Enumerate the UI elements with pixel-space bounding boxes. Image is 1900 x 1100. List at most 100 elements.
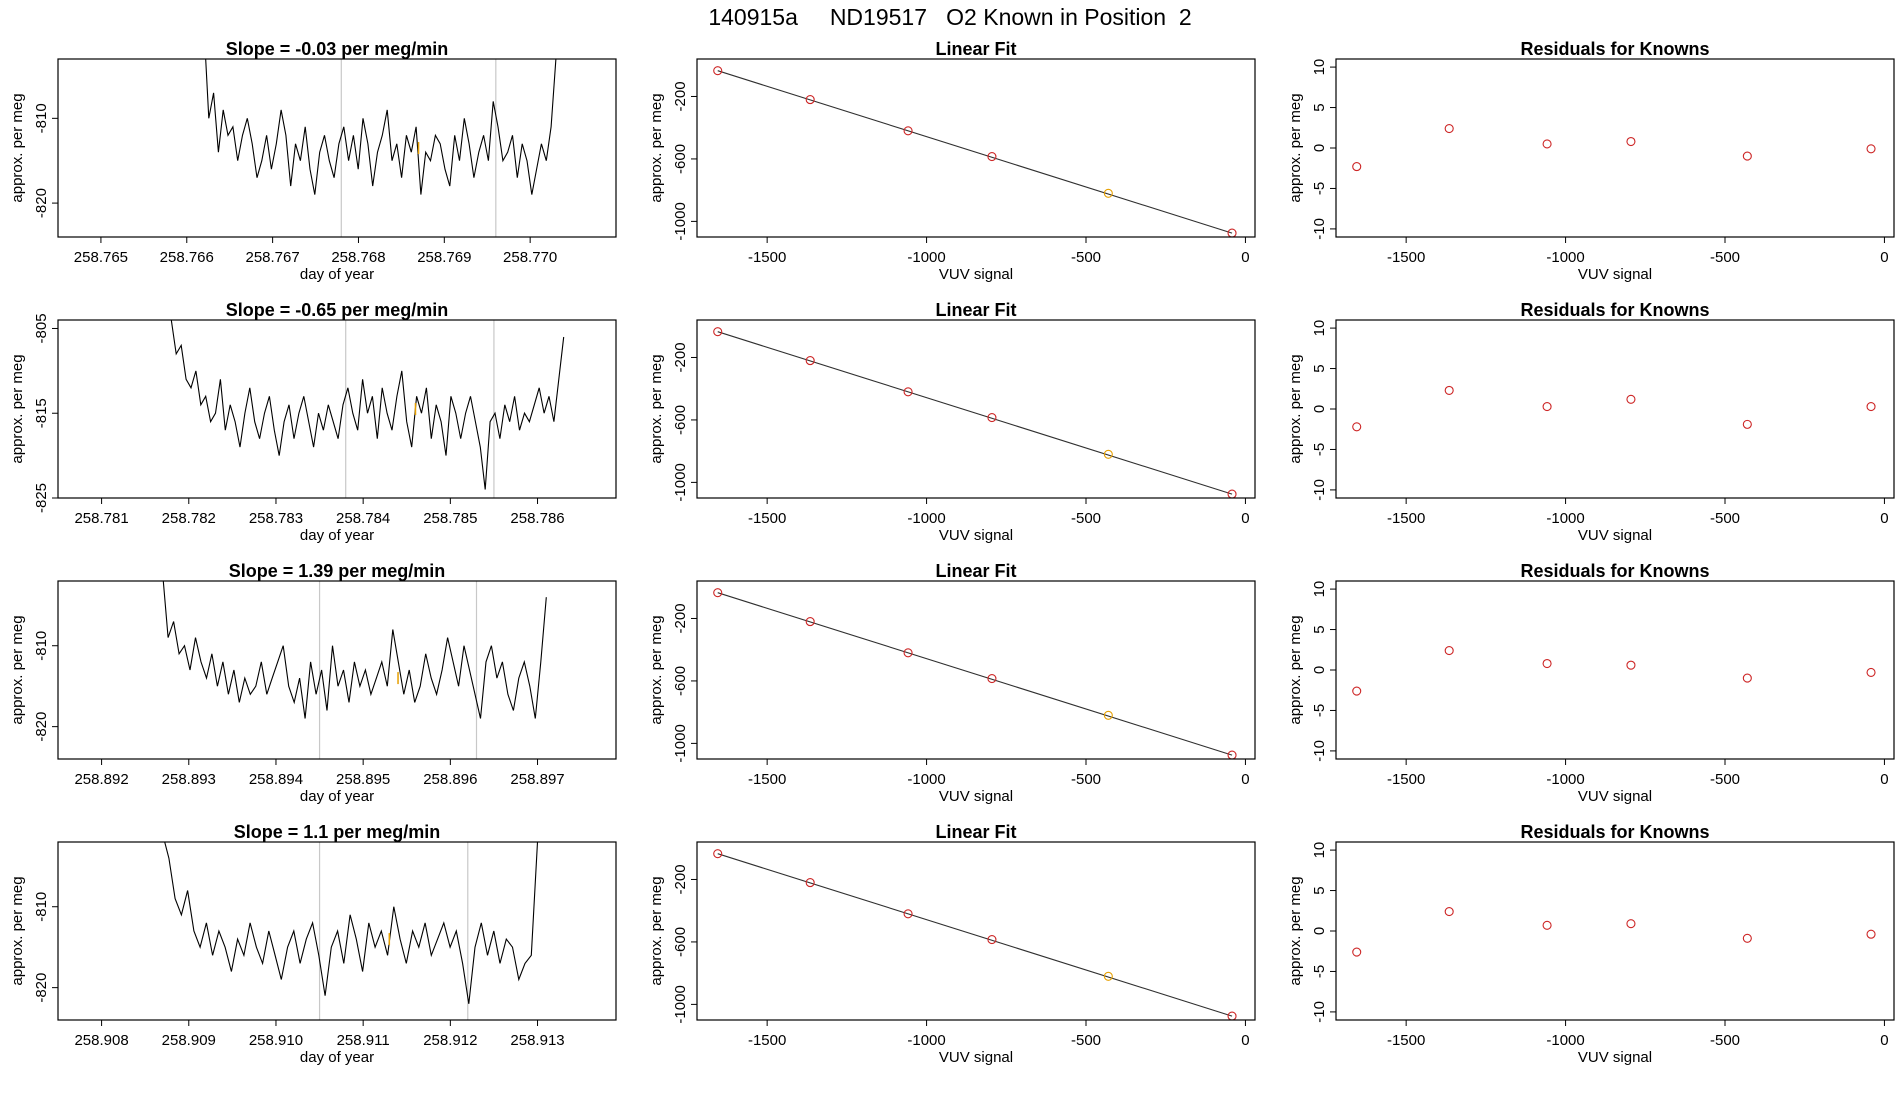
y-tick-label: -1000 (672, 724, 689, 762)
x-tick-label: 258.781 (74, 510, 128, 527)
x-tick-label: -1000 (1546, 771, 1584, 788)
x-tick-label: 258.770 (503, 249, 557, 266)
data-point (1866, 402, 1876, 412)
data-point (805, 878, 815, 888)
plot-area (1352, 646, 1876, 696)
y-tick-label: -200 (672, 603, 689, 633)
x-tick-label: -500 (1071, 510, 1101, 527)
x-tick-label: 258.893 (162, 771, 216, 788)
y-tick-label: -820 (33, 973, 50, 1003)
data-point (713, 588, 723, 598)
plot-frame (57, 841, 617, 1021)
panel-title: Residuals for Knowns (1520, 39, 1709, 59)
data-point (1352, 162, 1362, 172)
x-axis-label: day of year (300, 1049, 374, 1066)
x-tick-label: -1500 (748, 771, 786, 788)
plot-area (162, 581, 547, 759)
x-tick-label: -500 (1071, 771, 1101, 788)
x-tick-label: 0 (1880, 1032, 1888, 1049)
x-tick-label: -500 (1071, 1032, 1101, 1049)
fit-line (717, 70, 1233, 234)
data-point (1742, 419, 1752, 429)
plot-frame (1335, 58, 1895, 238)
x-tick-label: 258.894 (249, 771, 303, 788)
x-tick-label: 258.765 (74, 249, 128, 266)
data-point (1866, 929, 1876, 939)
y-tick-label: -600 (672, 405, 689, 435)
x-tick-label: -500 (1710, 1032, 1740, 1049)
panel-r2-c3: Residuals for Knowns -1500 -1000 -500 0 VUV s… (1287, 300, 1895, 544)
x-tick-label: -1000 (907, 1032, 945, 1049)
panel-title: Linear Fit (935, 822, 1016, 842)
x-tick-label: 258.909 (162, 1032, 216, 1049)
x-tick-label: -1500 (748, 1032, 786, 1049)
panel-title: Linear Fit (935, 561, 1016, 581)
data-point (987, 152, 997, 162)
x-tick-label: -1500 (1387, 510, 1425, 527)
y-tick-label: -5 (1311, 182, 1328, 195)
x-tick-label: -1000 (1546, 510, 1584, 527)
y-tick-label: -600 (672, 927, 689, 957)
series-line (170, 320, 565, 490)
panel-r2-c2: Linear Fit -1500 -1000 -500 0 VUV signal -200 -… (648, 300, 1256, 544)
x-tick-label: 258.767 (245, 249, 299, 266)
y-axis-label: approx. per meg (1287, 615, 1304, 724)
series-line (205, 59, 557, 195)
y-tick-label: -805 (33, 313, 50, 343)
panel-title: Linear Fit (935, 39, 1016, 59)
data-point (903, 909, 913, 919)
plot-area (205, 59, 557, 237)
data-point (713, 327, 723, 337)
x-tick-label: -500 (1710, 249, 1740, 266)
x-axis-label: VUV signal (939, 527, 1013, 544)
x-tick-label: -500 (1071, 249, 1101, 266)
y-axis-label: approx. per meg (9, 354, 26, 463)
data-point (1352, 686, 1362, 696)
panel-r1-c3: Residuals for Knowns -1500 -1000 -500 0 VUV s… (1287, 39, 1895, 283)
x-tick-label: 258.897 (510, 771, 564, 788)
x-tick-label: 0 (1241, 771, 1249, 788)
y-axis-label: approx. per meg (9, 93, 26, 202)
x-tick-label: -1000 (907, 510, 945, 527)
data-point (1542, 139, 1552, 149)
x-tick-label: -1000 (907, 771, 945, 788)
panel-r3-c2: Linear Fit -1500 -1000 -500 0 VUV signal -200 -… (648, 561, 1256, 805)
x-tick-label: 258.786 (510, 510, 564, 527)
x-axis-label: VUV signal (1578, 527, 1652, 544)
x-tick-label: -500 (1710, 771, 1740, 788)
x-tick-label: 258.896 (423, 771, 477, 788)
y-tick-label: -5 (1311, 704, 1328, 717)
x-tick-label: 258.913 (510, 1032, 564, 1049)
panel-r1-c1: Slope = -0.03 per meg/min 258.765 258.766 2… (9, 39, 617, 283)
x-axis-label: VUV signal (939, 266, 1013, 283)
fit-line (717, 853, 1233, 1017)
plot-frame (696, 841, 1256, 1021)
y-tick-label: -820 (33, 188, 50, 218)
y-tick-label: -815 (33, 398, 50, 428)
data-point (1742, 673, 1752, 683)
data-point (1542, 920, 1552, 930)
x-tick-label: 258.784 (336, 510, 390, 527)
y-axis-label: approx. per meg (1287, 876, 1304, 985)
y-tick-label: 0 (1311, 144, 1328, 152)
x-axis-label: VUV signal (1578, 266, 1652, 283)
y-tick-label: -10 (1311, 218, 1328, 240)
y-tick-label: -200 (672, 342, 689, 372)
x-axis-label: VUV signal (1578, 788, 1652, 805)
x-tick-label: -500 (1710, 510, 1740, 527)
y-tick-label: -810 (33, 103, 50, 133)
x-tick-label: 258.769 (417, 249, 471, 266)
panel-title: Residuals for Knowns (1520, 300, 1709, 320)
x-tick-label: 0 (1880, 771, 1888, 788)
panel-r4-c3: Residuals for Knowns -1500 -1000 -500 0 VUV s… (1287, 822, 1895, 1066)
plot-frame (1335, 319, 1895, 499)
y-tick-label: -10 (1311, 1001, 1328, 1023)
panel-title: Residuals for Knowns (1520, 822, 1709, 842)
y-tick-label: -5 (1311, 443, 1328, 456)
x-tick-label: -1500 (1387, 1032, 1425, 1049)
y-tick-label: -820 (33, 712, 50, 742)
x-axis-label: day of year (300, 527, 374, 544)
y-axis-label: approx. per meg (9, 876, 26, 985)
data-point (1103, 188, 1113, 198)
data-point (805, 95, 815, 105)
